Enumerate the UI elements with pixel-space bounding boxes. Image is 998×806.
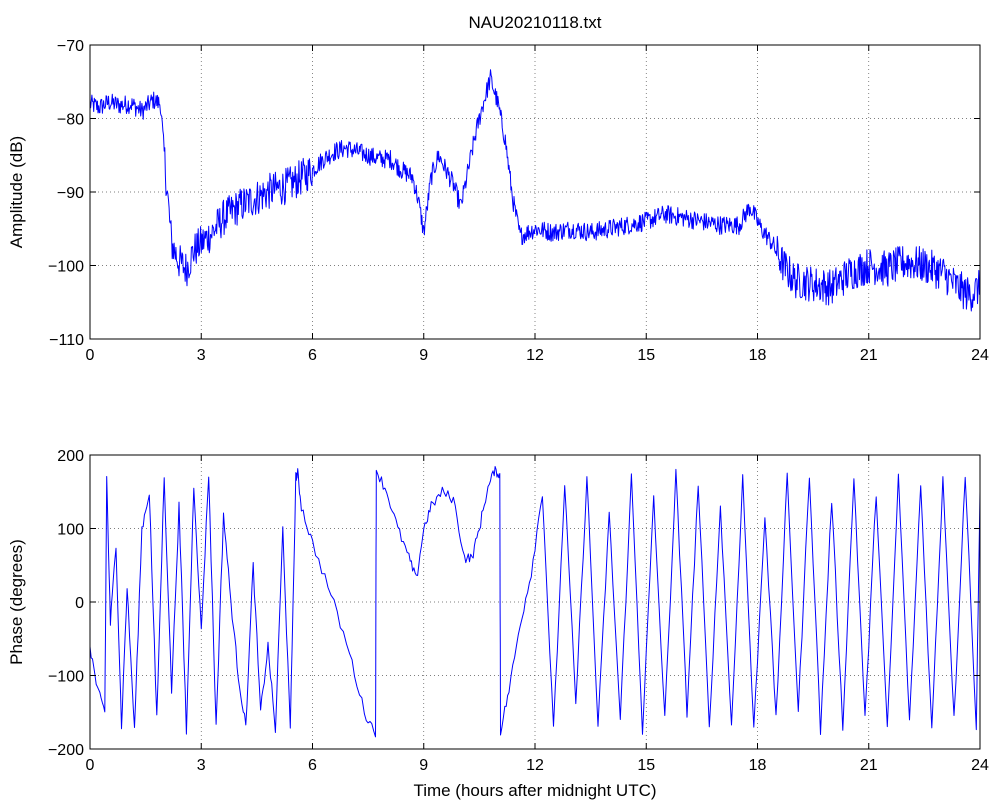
amplitude-x-tick-label: 6 [308, 347, 317, 364]
amplitude-x-tick-label: 21 [860, 347, 878, 364]
phase-y-tick-label: −100 [48, 669, 84, 686]
phase-ticks: 0 3 6 9 12 15 18 21 24 200 100 0 −100 −200 [48, 448, 989, 774]
amplitude-x-tick-label: 24 [971, 347, 989, 364]
phase-x-tick-label: 24 [971, 757, 989, 774]
phase-chart: 0 3 6 9 12 15 18 21 24 200 100 0 −100 −200 Phase (deg… [7, 448, 989, 800]
phase-y-axis-label: Phase (degrees) [7, 539, 26, 665]
amplitude-series [89, 69, 981, 312]
amplitude-y-axis-label: Amplitude (dB) [7, 136, 26, 248]
phase-x-tick-label: 0 [86, 757, 95, 774]
phase-x-tick-label: 21 [860, 757, 878, 774]
phase-y-tick-label: 200 [57, 448, 84, 465]
amplitude-x-tick-label: 0 [86, 347, 95, 364]
phase-x-tick-label: 3 [197, 757, 206, 774]
amplitude-chart: 0 3 6 9 12 15 18 21 24 −70 −80 −90 −100 −110 Amplitud… [7, 38, 989, 364]
phase-x-tick-label: 6 [308, 757, 317, 774]
amplitude-grid [90, 45, 980, 339]
phase-y-tick-label: 100 [57, 522, 84, 539]
amplitude-chart-title: NAU20210118.txt [469, 13, 602, 32]
phase-x-tick-label: 18 [749, 757, 767, 774]
amplitude-x-tick-label: 18 [749, 347, 767, 364]
amplitude-y-tick-label: −70 [57, 38, 84, 55]
phase-y-tick-label: −200 [48, 742, 84, 759]
phase-x-tick-label: 9 [419, 757, 428, 774]
amplitude-y-tick-label: −100 [48, 259, 84, 276]
amplitude-ticks: 0 3 6 9 12 15 18 21 24 −70 −80 −90 −100 −110 [48, 38, 989, 364]
phase-series [89, 466, 981, 738]
phase-x-tick-label: 12 [526, 757, 544, 774]
amplitude-x-tick-label: 9 [419, 347, 428, 364]
amplitude-series-line-0 [89, 69, 981, 312]
amplitude-y-tick-label: −110 [49, 332, 84, 349]
phase-series-line-0 [89, 466, 981, 738]
phase-x-tick-label: 15 [637, 757, 655, 774]
amplitude-y-tick-label: −80 [57, 112, 84, 129]
amplitude-y-tick-label: −90 [57, 185, 84, 202]
amplitude-x-tick-label: 15 [637, 347, 655, 364]
amplitude-x-tick-label: 12 [526, 347, 544, 364]
time-x-axis-label: Time (hours after midnight UTC) [413, 781, 656, 800]
phase-y-tick-label: 0 [75, 595, 84, 612]
phase-grid [90, 455, 980, 749]
amplitude-x-tick-label: 3 [197, 347, 206, 364]
